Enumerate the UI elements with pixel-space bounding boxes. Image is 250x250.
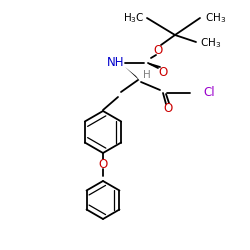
Text: O: O bbox=[158, 66, 168, 78]
Text: O: O bbox=[98, 158, 108, 170]
Text: H: H bbox=[143, 70, 151, 80]
Text: H$_3$C: H$_3$C bbox=[124, 11, 145, 25]
Text: O: O bbox=[154, 44, 162, 57]
Text: CH$_3$: CH$_3$ bbox=[205, 11, 226, 25]
Polygon shape bbox=[125, 67, 140, 81]
Text: NH: NH bbox=[107, 56, 125, 70]
Text: O: O bbox=[164, 102, 172, 116]
Text: Cl: Cl bbox=[203, 86, 214, 100]
Text: CH$_3$: CH$_3$ bbox=[200, 36, 221, 50]
